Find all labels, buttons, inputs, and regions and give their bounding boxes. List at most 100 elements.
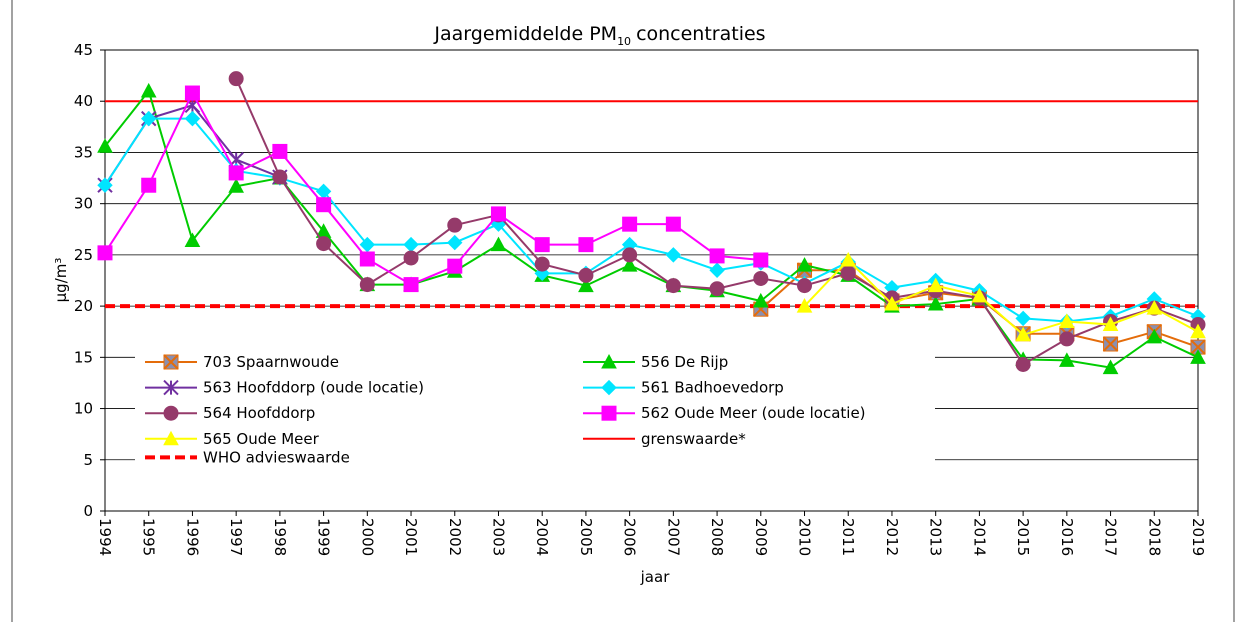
- marker-box: [709, 248, 725, 264]
- marker: [578, 277, 594, 293]
- y-tick-label: 30: [74, 195, 93, 213]
- marker: [1190, 339, 1206, 355]
- x-tick-label: 2014: [970, 518, 988, 556]
- marker-box: [184, 85, 200, 101]
- marker-box: [622, 216, 638, 232]
- marker: [163, 379, 179, 396]
- plot-frame: [104, 49, 1199, 512]
- marker: [753, 270, 769, 286]
- marker-box: [534, 237, 550, 253]
- marker: [884, 296, 900, 311]
- marker: [1015, 310, 1031, 327]
- marker: [601, 353, 617, 369]
- marker: [971, 287, 988, 303]
- marker-box: [578, 237, 594, 253]
- marker: [359, 251, 375, 267]
- x-tick-label: 2007: [664, 518, 682, 556]
- x-axis-label: jaar: [640, 568, 671, 586]
- marker-box: [97, 245, 113, 261]
- series-line: [104, 88, 1199, 369]
- marker-box: [316, 197, 332, 213]
- series-line: [104, 117, 1199, 323]
- x-tick-label: 1999: [315, 518, 333, 556]
- y-tick-label: 10: [74, 400, 93, 418]
- marker: [403, 277, 419, 293]
- x-tick-label: 2015: [1014, 518, 1032, 556]
- marker-cross: [1190, 339, 1206, 355]
- y-tick-label: 40: [74, 92, 93, 110]
- x-tick-label: 2006: [621, 518, 639, 556]
- marker: [490, 206, 506, 222]
- legend-label: 562 Oude Meer (oude locatie): [641, 404, 866, 422]
- marker: [709, 248, 725, 264]
- marker: [1146, 328, 1163, 344]
- marker: [97, 138, 113, 153]
- marker: [97, 177, 113, 193]
- marker: [184, 232, 201, 248]
- marker: [752, 292, 769, 308]
- x-tick-label: 2013: [927, 518, 945, 556]
- marker: [228, 178, 244, 193]
- marker: [359, 277, 375, 293]
- marker: [141, 110, 157, 127]
- marker: [1102, 336, 1119, 352]
- x-tick-label: 2005: [577, 518, 595, 556]
- marker-box: [601, 405, 617, 421]
- marker: [97, 245, 113, 261]
- x-tick-label: 2008: [708, 518, 726, 556]
- marker: [141, 177, 157, 193]
- marker: [622, 216, 638, 232]
- marker: [447, 234, 463, 251]
- legend-label: 563 Hoofddorp (oude locatie): [203, 379, 424, 397]
- marker: [665, 247, 682, 263]
- x-tick-label: 2000: [358, 518, 376, 556]
- y-tick-label: 45: [74, 41, 93, 59]
- marker: [316, 236, 332, 252]
- marker: [840, 265, 856, 281]
- marker: [184, 85, 200, 101]
- marker: [797, 278, 813, 294]
- y-tick-label: 15: [74, 348, 93, 366]
- marker-cross: [163, 354, 179, 370]
- x-tick-label: 2002: [446, 518, 464, 556]
- series: [97, 85, 769, 293]
- marker: [622, 247, 638, 263]
- marker-box: [490, 206, 506, 222]
- marker: [140, 82, 157, 98]
- marker: [403, 250, 419, 266]
- series: [796, 251, 1206, 342]
- legend-label: grenswaarde*: [641, 430, 746, 448]
- marker: [578, 267, 594, 283]
- series: [753, 262, 1206, 355]
- marker: [927, 277, 944, 293]
- marker: [621, 257, 638, 272]
- legend-label: 564 Hoofddorp: [203, 404, 315, 422]
- x-tick-label: 2016: [1058, 518, 1076, 556]
- series-line: [104, 90, 761, 286]
- marker-box: [228, 165, 244, 181]
- marker: [163, 430, 179, 446]
- marker-box: [753, 252, 769, 268]
- x-tick-label: 1995: [140, 518, 158, 556]
- marker: [1190, 323, 1206, 339]
- marker: [709, 281, 725, 297]
- marker: [601, 405, 617, 421]
- x-tick-label: 2009: [752, 518, 770, 556]
- marker: [228, 165, 244, 181]
- marker: [163, 405, 179, 421]
- title-text: Jaargemiddelde PM: [433, 23, 617, 45]
- marker: [316, 197, 332, 213]
- marker: [163, 354, 179, 370]
- series-line: [803, 258, 1199, 336]
- x-tick-label: 1996: [183, 518, 201, 556]
- marker: [840, 251, 857, 267]
- marker: [796, 298, 813, 313]
- marker: [665, 216, 681, 232]
- x-tick-label: 2003: [489, 518, 507, 556]
- legend-label: 561 Badhoevedorp: [641, 379, 784, 397]
- marker: [1059, 331, 1075, 347]
- marker: [272, 169, 288, 185]
- marker: [490, 236, 507, 252]
